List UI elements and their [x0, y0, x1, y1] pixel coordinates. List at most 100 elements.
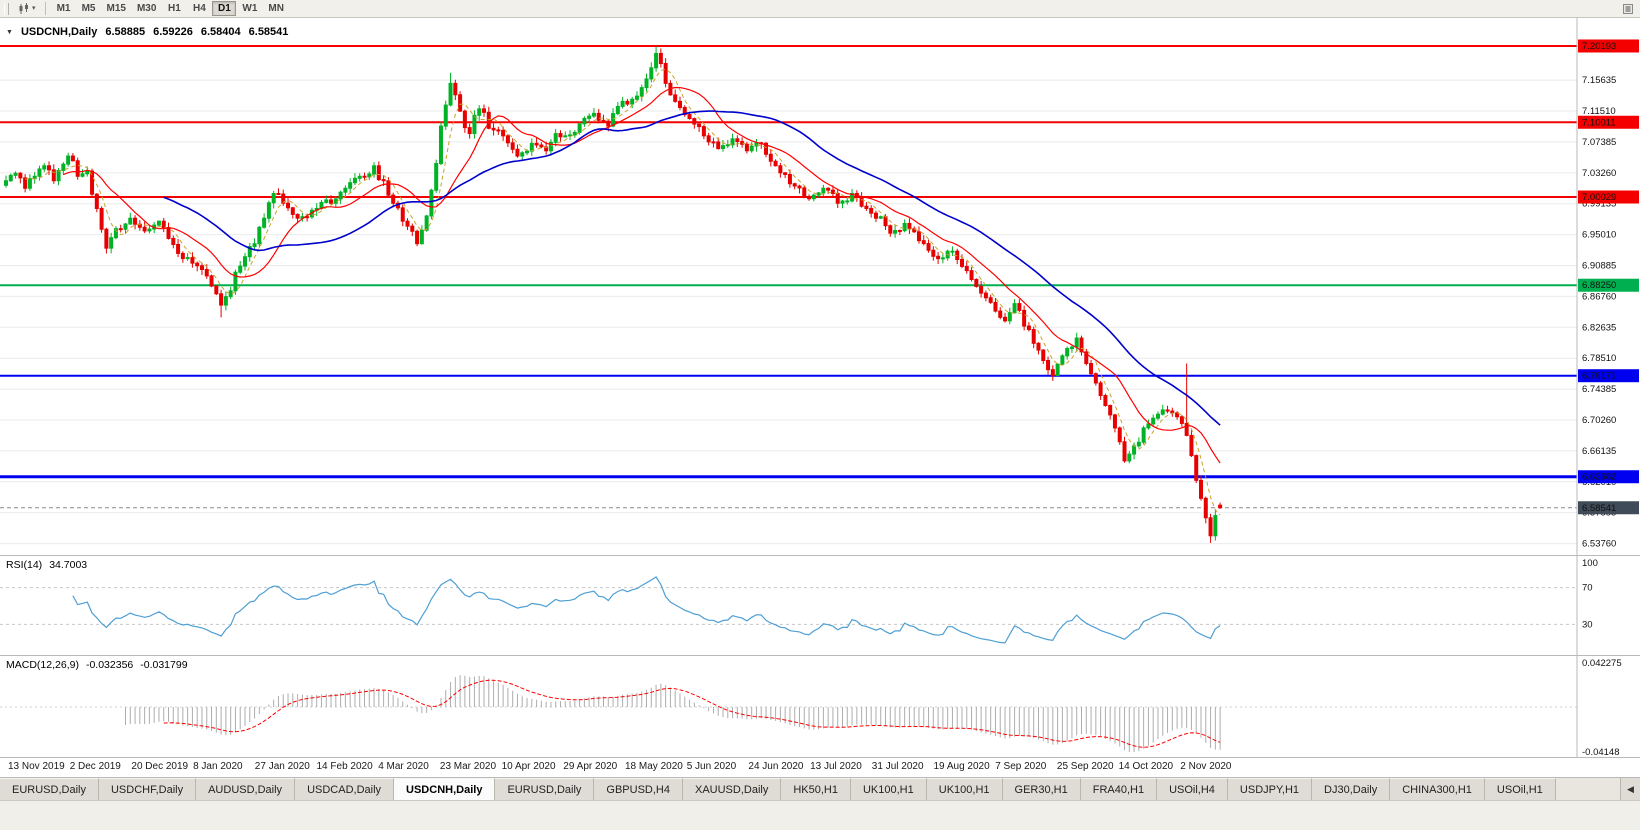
chart-tab-usdcnh-daily[interactable]: USDCNH,Daily	[394, 778, 496, 800]
price-badge	[1578, 39, 1639, 53]
time-axis-label: 18 May 2020	[625, 761, 683, 772]
time-axis-label: 10 Apr 2020	[501, 761, 556, 772]
macd-main-value: -0.032356	[85, 659, 134, 671]
toolbar-separator	[44, 2, 46, 15]
price-badge	[1578, 470, 1639, 484]
chart-tab-uk100-h1[interactable]: UK100,H1	[850, 778, 927, 800]
macd-label: MACD(12,26,9) -0.032356 -0.031799	[6, 659, 188, 671]
timeframe-button-h1[interactable]: H1	[162, 1, 186, 16]
chart-ohlc-header: ▼ USDCNH,Daily 6.58885 6.59226 6.58404 6…	[6, 26, 288, 38]
price-badge-label: 6.88250	[1582, 280, 1616, 291]
timeframe-button-m30[interactable]: M30	[132, 1, 161, 16]
price-tick-label: 7.11510	[1582, 106, 1616, 117]
time-axis-label: 14 Feb 2020	[316, 761, 373, 772]
chart-tabs: EURUSD,Daily USDCHF,Daily AUDUSD,Daily USDC…	[0, 778, 1556, 800]
rsi-axis-label: 30	[1582, 619, 1593, 630]
time-axis-label: 5 Jun 2020	[686, 761, 737, 772]
price-tick-label: 7.03260	[1582, 168, 1616, 179]
price-badge-label: 7.00029	[1582, 192, 1616, 203]
status-bar	[0, 800, 1640, 830]
chart-open-value: 6.58885	[105, 26, 146, 38]
chart-symbol-period: USDCNH,Daily	[20, 26, 98, 38]
price-badge	[1578, 190, 1639, 204]
timeframe-toolbar: ▾ M1 M5 M15 M30 H1 H4 D1 W1 MN	[0, 0, 1640, 18]
price-tick-label: 6.66135	[1582, 446, 1616, 457]
timeframe-button-mn[interactable]: MN	[263, 1, 289, 16]
chart-tab-usdjpy-h1[interactable]: USDJPY,H1	[1227, 778, 1313, 800]
tab-scroll-left-button[interactable]: ◀	[1620, 778, 1640, 800]
one-click-trading-toggle-icon[interactable]: ▼	[6, 28, 13, 36]
rsi-chart[interactable]: 100 70 30	[0, 556, 1640, 656]
chart-tab-audusd-daily[interactable]: AUDUSD,Daily	[196, 778, 296, 800]
timeframe-button-h4[interactable]: H4	[187, 1, 211, 16]
chart-tab-xauusd-daily[interactable]: XAUUSD,Daily	[682, 778, 782, 800]
chart-tab-dj30-daily[interactable]: DJ30,Daily	[1312, 778, 1391, 800]
time-axis-label: 14 Oct 2020	[1118, 761, 1174, 772]
chart-tab-gbpusd-h4[interactable]: GBPUSD,H4	[594, 778, 683, 800]
time-axis-label: 20 Dec 2019	[131, 761, 189, 772]
macd-panel: 0.042275 -0.04148 MACD(12,26,9) -0.032356…	[0, 656, 1640, 758]
chart-tab-ger30-h1[interactable]: GER30,H1	[1002, 778, 1081, 800]
price-tick-label: 6.78510	[1582, 353, 1616, 364]
price-badge-label: 6.76171	[1582, 371, 1616, 382]
macd-histogram	[125, 675, 1221, 752]
chart-tab-eurusd-daily[interactable]: EURUSD,Daily	[0, 778, 99, 800]
price-badge	[1578, 115, 1639, 129]
price-badge-label: 7.20193	[1582, 41, 1616, 52]
timeframe-button-m1[interactable]: M1	[52, 1, 76, 16]
rsi-axis-label: 100	[1582, 558, 1598, 569]
chart-high-value: 6.59226	[153, 26, 193, 38]
timeframe-button-w1[interactable]: W1	[237, 1, 262, 16]
chart-tab-uk100-h1[interactable]: UK100,H1	[926, 778, 1003, 800]
time-axis-label: 29 Apr 2020	[563, 761, 618, 772]
chart-type-button[interactable]: ▾	[15, 1, 39, 17]
chart-tab-fra40-h1[interactable]: FRA40,H1	[1080, 778, 1158, 800]
price-tick-label: 6.70260	[1582, 415, 1616, 426]
price-tick-label: 6.90885	[1582, 261, 1616, 272]
chart-tab-usdchf-daily[interactable]: USDCHF,Daily	[98, 778, 197, 800]
price-tick-label: 6.53760	[1582, 539, 1616, 550]
rsi-axis-label: 70	[1582, 583, 1593, 594]
chart-tab-china300-h1[interactable]: CHINA300,H1	[1390, 778, 1485, 800]
toolbar-overflow-icon	[1623, 3, 1633, 14]
chart-tab-usoil-h1[interactable]: USOil,H1	[1484, 778, 1556, 800]
rsi-line	[72, 576, 1221, 644]
macd-axis-bottom-label: -0.04148	[1582, 747, 1620, 758]
toolbar-overflow-button[interactable]	[1620, 1, 1636, 17]
time-axis-label: 8 Jan 2020	[193, 761, 243, 772]
timeframe-button-m15[interactable]: M15	[102, 1, 131, 16]
price-tick-label: 6.86760	[1582, 291, 1616, 302]
chart-tab-hk50-h1[interactable]: HK50,H1	[781, 778, 851, 800]
down-candles	[18, 48, 1223, 543]
moving-average-13	[63, 86, 1221, 464]
macd-signal-line	[163, 679, 1221, 748]
time-axis-label: 25 Sep 2020	[1056, 761, 1114, 772]
moving-average-5	[25, 68, 1221, 516]
time-axis[interactable]: 13 Nov 2019 2 Dec 2019 20 Dec 2019 8 Jan 20…	[0, 758, 1640, 778]
chart-tab-usoil-h4[interactable]: USOil,H4	[1157, 778, 1228, 800]
time-axis-label: 24 Jun 2020	[748, 761, 804, 772]
price-badge-label: 7.10011	[1582, 117, 1616, 128]
main-price-chart[interactable]: 7.15635 7.11510 7.07385 7.03260 6.99135 6.950…	[0, 18, 1640, 556]
macd-signal-value: -0.031799	[140, 659, 188, 671]
timeframe-button-m5[interactable]: M5	[77, 1, 101, 16]
chart-close-value: 6.58541	[248, 26, 289, 38]
timeframe-button-d1[interactable]: D1	[212, 1, 237, 16]
macd-axis-top-label: 0.042275	[1582, 658, 1622, 669]
price-tick-label: 7.15635	[1582, 75, 1616, 86]
toolbar-grip-handle[interactable]	[4, 2, 9, 15]
main-chart-panel: 7.15635 7.11510 7.07385 7.03260 6.99135 6.950…	[0, 18, 1640, 556]
time-axis-label: 31 Jul 2020	[871, 761, 924, 772]
macd-name: MACD(12,26,9)	[6, 659, 79, 671]
timeframe-group: M1 M5 M15 M30 H1 H4 D1 W1 MN	[52, 1, 289, 16]
chart-tab-eurusd-daily[interactable]: EURUSD,Daily	[495, 778, 595, 800]
time-axis-label: 23 Mar 2020	[439, 761, 497, 772]
rsi-value: 34.7003	[49, 559, 88, 571]
price-tick-label: 6.74385	[1582, 384, 1616, 395]
time-axis-label: 4 Mar 2020	[378, 761, 429, 772]
price-badge-label: 6.58541	[1582, 503, 1616, 514]
macd-chart[interactable]: 0.042275 -0.04148	[0, 656, 1640, 758]
chart-tab-usdcad-daily[interactable]: USDCAD,Daily	[295, 778, 395, 800]
price-tick-label: 6.82635	[1582, 322, 1616, 333]
rsi-panel: 100 70 30 RSI(14) 34.7003	[0, 556, 1640, 656]
